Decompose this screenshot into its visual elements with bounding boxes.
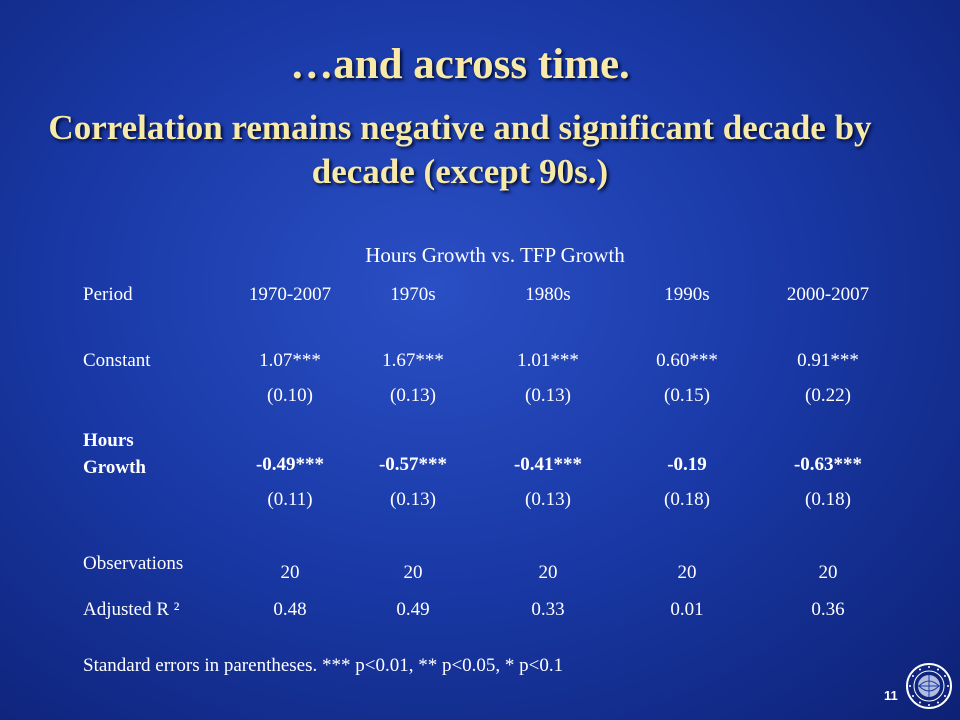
- constant-label: Constant: [83, 350, 151, 371]
- header-col-3: 1980s: [525, 284, 571, 305]
- adj-r2-5: 0.36: [811, 599, 845, 620]
- constant-se-1: (0.10): [267, 385, 313, 406]
- observations-4: 20: [677, 562, 697, 583]
- hours-coef-2: -0.57***: [378, 454, 448, 475]
- table-caption: Hours Growth vs. TFP Growth: [365, 243, 625, 267]
- slide-title: …and across time.: [290, 41, 630, 88]
- observations-3: 20: [538, 562, 558, 583]
- header-col-4: 1990s: [664, 284, 710, 305]
- imf-seal-logo: [906, 663, 952, 709]
- page-number: 11: [884, 688, 898, 703]
- hours-growth-label: Hours Growth: [83, 430, 146, 478]
- header-col-5: 2000-2007: [786, 284, 870, 305]
- header-period-label: Period: [83, 284, 133, 305]
- hours-coef-5: -0.63***: [793, 454, 863, 475]
- hours-coef-3: -0.41***: [513, 454, 583, 475]
- constant-se-2: (0.13): [390, 385, 436, 406]
- hours-se-3: (0.13): [525, 489, 571, 510]
- constant-coef-5: 0.91***: [797, 350, 859, 371]
- observations-label: Observations: [83, 553, 184, 574]
- hours-coef-1: -0.49***: [255, 454, 325, 475]
- constant-se-4: (0.15): [664, 385, 710, 406]
- adj-r2-2: 0.49: [396, 599, 430, 620]
- hours-se-4: (0.18): [664, 489, 710, 510]
- adj-r2-1: 0.48: [273, 599, 307, 620]
- hours-se-1: (0.11): [267, 489, 313, 510]
- table-footnote: Standard errors in parentheses. *** p<0.…: [83, 655, 564, 676]
- constant-coef-2: 1.67***: [382, 350, 444, 371]
- constant-coef-1: 1.07***: [259, 350, 321, 371]
- adj-r2-4: 0.01: [670, 599, 704, 620]
- adj-r2-3: 0.33: [531, 599, 565, 620]
- slide-subtitle: Correlation remains negative and signifi…: [48, 108, 872, 191]
- hours-se-5: (0.18): [805, 489, 851, 510]
- observations-5: 20: [818, 562, 838, 583]
- header-col-1: 1970-2007: [248, 284, 332, 305]
- constant-coef-4: 0.60***: [656, 350, 718, 371]
- hours-se-2: (0.13): [390, 489, 436, 510]
- header-col-2: 1970s: [390, 284, 436, 305]
- constant-se-5: (0.22): [805, 385, 851, 406]
- observations-1: 20: [280, 562, 300, 583]
- constant-coef-3: 1.01***: [517, 350, 579, 371]
- observations-2: 20: [403, 562, 423, 583]
- hours-coef-4: -0.19: [667, 454, 707, 475]
- constant-se-3: (0.13): [525, 385, 571, 406]
- adj-r2-label: Adjusted R ²: [83, 599, 180, 620]
